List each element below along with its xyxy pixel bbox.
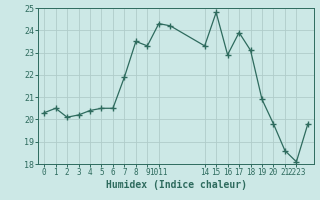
X-axis label: Humidex (Indice chaleur): Humidex (Indice chaleur) xyxy=(106,180,246,190)
